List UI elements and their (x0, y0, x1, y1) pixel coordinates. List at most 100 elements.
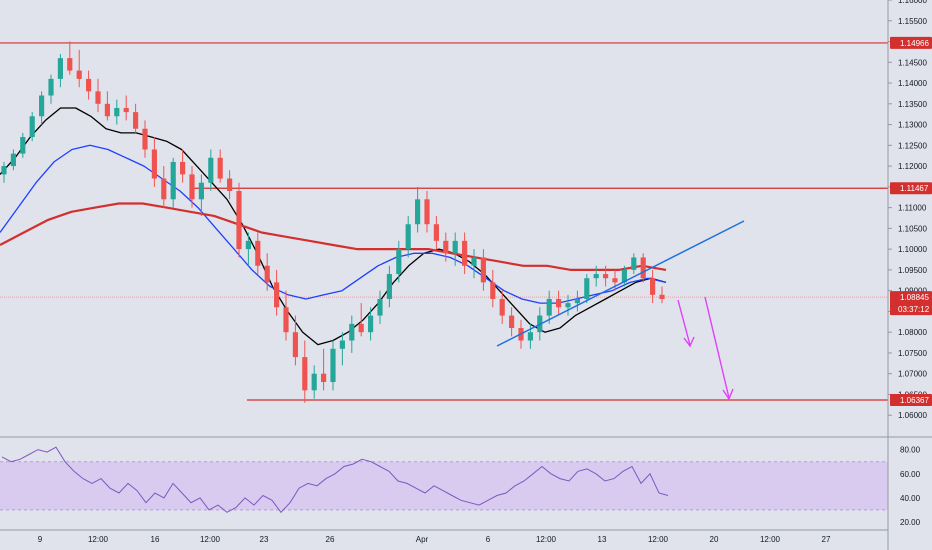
candle-body (593, 274, 599, 279)
arrow-long-head (722, 388, 734, 401)
candle-body (424, 199, 430, 225)
candle-body (189, 174, 195, 200)
candle-body (151, 149, 157, 179)
level-badge-label: 1.06367 (900, 396, 929, 405)
price-tick-label: 1.07500 (898, 349, 927, 358)
candle-body (358, 323, 364, 333)
candle-body (245, 240, 251, 250)
arrow-long-shaft (704, 296, 730, 399)
candle-body (650, 278, 656, 295)
candle-body (198, 182, 204, 200)
time-tick-label: 20 (710, 535, 719, 544)
time-tick-label: 26 (326, 535, 335, 544)
price-tick-label: 1.07000 (898, 370, 927, 379)
arrow-short-shaft (677, 299, 691, 346)
time-axis[interactable]: 9 12:00 16 12:00 23 26 Apr 6 12:00 13 12:00 20 12:00… (0, 529, 888, 544)
arrow-short-head (683, 336, 695, 348)
price-tick-label: 1.12500 (898, 141, 927, 150)
price-tick-label: 1.06000 (898, 411, 927, 420)
candle-body (452, 240, 458, 254)
time-tick-label: 27 (822, 535, 831, 544)
price-tick-label: 1.14000 (898, 79, 927, 88)
candle-body (48, 78, 54, 96)
price-tick-label: 1.08000 (898, 328, 927, 337)
candle-body (142, 128, 148, 150)
price-tick-label: 1.12000 (898, 162, 927, 171)
time-tick-label: 12:00 (536, 535, 557, 544)
candle-body (255, 240, 261, 266)
level-badge-label: 1.11467 (900, 184, 929, 193)
candle-body (104, 103, 110, 117)
price-tick-label: 1.16000 (898, 0, 927, 5)
candle-body (640, 257, 646, 279)
price-tick-label: 1.10000 (898, 245, 927, 254)
price-tick-label: 1.15500 (898, 17, 927, 26)
ema_mid-line (0, 144, 667, 304)
candle-body (339, 340, 345, 349)
candle-body (10, 153, 16, 167)
trendline (496, 220, 745, 347)
candle-body (330, 348, 336, 383)
candle-body (170, 161, 176, 200)
candle-body (67, 58, 73, 71)
candle-body (433, 224, 439, 241)
time-tick-label: Apr (416, 535, 429, 544)
candle-body (556, 298, 562, 308)
candle-body (349, 323, 355, 341)
rsi-tick-label: 80.00 (900, 446, 921, 455)
candle-body (180, 161, 186, 175)
candle-body (368, 315, 374, 333)
price-tick-label: 1.11000 (898, 204, 927, 213)
candle-body (123, 107, 129, 113)
candle-countdown: 03:37:12 (898, 305, 930, 314)
candle-body (264, 265, 270, 283)
candle-body (499, 298, 505, 316)
time-tick-label: 13 (598, 535, 607, 544)
candle-body (612, 278, 618, 283)
time-tick-label: 16 (151, 535, 160, 544)
time-tick-label: 12:00 (88, 535, 109, 544)
candle-body (490, 282, 496, 299)
candle-body (217, 157, 223, 179)
level-badge (890, 36, 932, 49)
time-tick-label: 12:00 (760, 535, 781, 544)
candle-body (574, 298, 580, 304)
candle-body (29, 116, 35, 138)
rsi-tick-label: 40.00 (900, 494, 921, 503)
candle-body (1, 166, 7, 175)
candle-body (283, 307, 289, 333)
price-tick-label: 1.14500 (898, 58, 927, 67)
candle-body (415, 199, 421, 225)
candle-body (377, 298, 383, 316)
candle-body (274, 282, 280, 308)
candle-body (509, 315, 515, 329)
candle-body (443, 240, 449, 254)
time-tick-label: 12:00 (648, 535, 669, 544)
candle-body (236, 191, 242, 250)
time-tick-label: 12:00 (200, 535, 221, 544)
candle-body (76, 70, 82, 79)
candle-body (20, 137, 26, 154)
current-price-badge (890, 291, 932, 316)
candle-body (546, 298, 552, 316)
rsi-band (0, 461, 888, 510)
rsi-panel (0, 446, 888, 514)
candle-body (631, 257, 637, 270)
price-tick-label: 1.13500 (898, 100, 927, 109)
candle-body (311, 373, 317, 391)
horizontal-levels (0, 42, 888, 401)
candle-body (95, 91, 101, 104)
candle-body (57, 58, 63, 79)
current-price-label: 1.08845 (900, 293, 929, 302)
level-badge-label: 1.14966 (900, 39, 929, 48)
rsi-tick-label: 20.00 (900, 518, 921, 527)
price-tick-label: 1.13000 (898, 121, 927, 130)
candle-body (227, 178, 233, 192)
candle-body (161, 178, 167, 200)
candle-body (292, 332, 298, 358)
candle-body (114, 107, 120, 117)
candle-body (462, 240, 468, 266)
candle-body (621, 269, 627, 283)
